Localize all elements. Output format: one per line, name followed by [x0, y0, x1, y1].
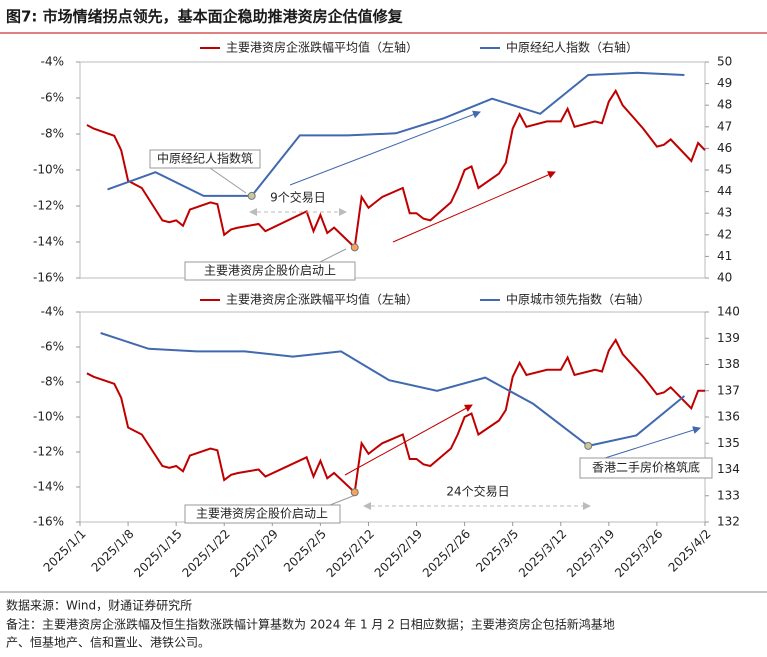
- y-tick-label: -12%: [33, 445, 64, 459]
- highlight-point: [350, 243, 359, 252]
- y2-tick-label: 43: [717, 206, 732, 220]
- y-tick-label: -8%: [41, 127, 64, 141]
- x-tick-label: 2025/1/1: [41, 527, 89, 575]
- y2-tick-label: 136: [717, 410, 740, 424]
- source: 数据来源：Wind，财通证券研究所: [6, 598, 192, 613]
- note: 备注：主要港资房企涨跌幅及恒生指数涨跌幅计算基数为 2024 年 1 月 2 日…: [6, 617, 615, 632]
- x-tick-label: 2025/2/19: [372, 527, 425, 580]
- y2-tick-label: 50: [717, 55, 732, 69]
- y2-tick-label: 140: [717, 305, 740, 319]
- y2-tick-label: 49: [717, 76, 732, 90]
- y2-tick-label: 47: [717, 119, 732, 133]
- annotation: 主要港资房企股价启动上: [204, 263, 336, 278]
- x-tick-label: 2025/2/12: [324, 527, 377, 580]
- annotation: 主要港资房企股价启动上: [196, 506, 328, 521]
- y2-tick-label: 41: [717, 249, 732, 263]
- y2-tick-label: 48: [717, 98, 732, 112]
- y2-tick-label: 42: [717, 227, 732, 241]
- plot-frame: [79, 311, 706, 523]
- y-tick-label: -14%: [33, 480, 64, 494]
- y2-tick-label: 44: [717, 184, 732, 198]
- y2-tick-label: 138: [717, 357, 740, 371]
- x-tick-label: 2025/4/2: [666, 527, 714, 575]
- callout-pointer: [319, 248, 347, 263]
- y-tick-label: -10%: [33, 410, 64, 424]
- x-tick-label: 2025/1/22: [179, 527, 232, 580]
- y-tick-label: -10%: [33, 163, 64, 177]
- y-tick-label: -6%: [41, 340, 64, 354]
- y2-tick-label: 135: [717, 436, 740, 450]
- annotation: 中原经纪人指数筑: [157, 151, 253, 166]
- y-tick-label: -12%: [33, 199, 64, 213]
- trend-arrow: [392, 171, 556, 243]
- trend-arrow: [344, 404, 473, 476]
- legend-label: 中原经纪人指数（右轴）: [506, 40, 638, 55]
- annotation: 香港二手房价格筑底: [592, 460, 700, 475]
- legend-label: 主要港资房企涨跌幅平均值（左轴）: [226, 292, 418, 307]
- callout-box: [149, 149, 261, 169]
- highlight-point: [350, 488, 359, 497]
- y2-tick-label: 46: [717, 141, 732, 155]
- y-tick-label: -8%: [41, 375, 64, 389]
- title: 图7: 市场情绪拐点领先，基本面企稳助推港资房企估值修复: [6, 8, 404, 26]
- callout-pointer: [209, 167, 247, 194]
- series-line: [100, 332, 686, 447]
- callout-box: [184, 261, 356, 281]
- x-tick-label: 2025/2/26: [420, 527, 473, 580]
- y2-tick-label: 137: [717, 383, 740, 397]
- highlight-point: [247, 191, 256, 200]
- y-tick-label: -6%: [41, 91, 64, 105]
- callout-box: [184, 504, 341, 524]
- callout-box: [579, 457, 713, 479]
- legend-label: 中原城市领先指数（右轴）: [506, 292, 650, 307]
- series-line: [86, 337, 705, 495]
- series-line: [107, 71, 685, 197]
- y2-tick-label: 133: [717, 488, 740, 502]
- x-tick-label: 2025/3/12: [516, 527, 569, 580]
- x-tick-label: 2025/1/15: [131, 527, 184, 580]
- highlight-point: [584, 441, 593, 450]
- trend-arrow: [604, 426, 701, 459]
- x-tick-label: 2025/1/29: [227, 527, 280, 580]
- x-tick-label: 2025/3/26: [612, 527, 665, 580]
- y2-tick-label: 139: [717, 331, 740, 345]
- y2-tick-label: 45: [717, 163, 732, 177]
- series-line: [86, 88, 706, 250]
- y2-tick-label: 134: [717, 462, 740, 476]
- annotation: 9个交易日: [270, 190, 326, 205]
- annotation: 24个交易日: [446, 484, 509, 499]
- plot-frame: [79, 61, 706, 279]
- x-tick-label: 2025/1/8: [89, 527, 137, 575]
- x-tick-label: 2025/3/5: [473, 527, 521, 575]
- note: 产、恒基地产、信和置业、港铁公司。: [6, 636, 210, 650]
- x-tick-label: 2025/3/19: [564, 527, 617, 580]
- y2-tick-label: 40: [717, 271, 732, 285]
- y-tick-label: -4%: [41, 305, 64, 319]
- y-tick-label: -4%: [41, 55, 64, 69]
- legend-label: 主要港资房企涨跌幅平均值（左轴）: [226, 40, 418, 55]
- y2-tick-label: 132: [717, 515, 740, 529]
- trend-arrow: [289, 110, 481, 186]
- y-tick-label: -14%: [33, 235, 64, 249]
- y-tick-label: -16%: [33, 515, 64, 529]
- x-tick-label: 2025/2/5: [281, 527, 329, 575]
- y-tick-label: -16%: [33, 271, 64, 285]
